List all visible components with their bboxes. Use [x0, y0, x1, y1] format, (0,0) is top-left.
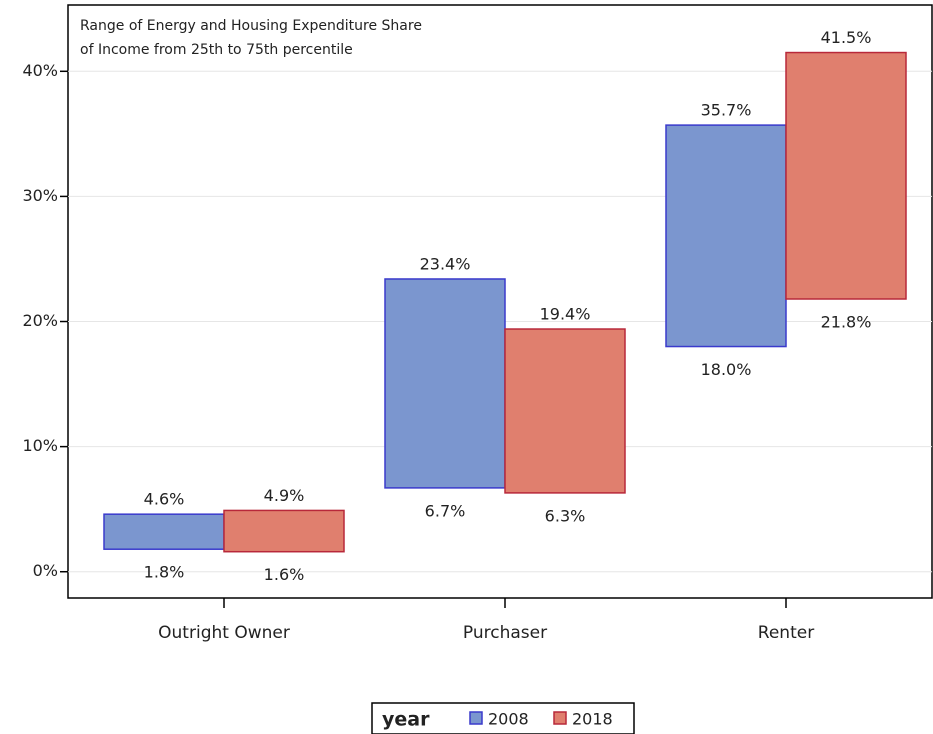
- legend-box: [371, 702, 635, 734]
- legend-title: year: [382, 709, 430, 731]
- x-tick-label: Outright Owner: [158, 623, 290, 643]
- data-label: 23.4%: [420, 254, 471, 273]
- data-label: 1.8%: [144, 563, 185, 582]
- data-label: 41.5%: [821, 28, 872, 47]
- annotation: of Income from 25th to 75th percentile: [80, 42, 353, 58]
- legend-label: 2008: [488, 710, 529, 729]
- data-label: 19.4%: [540, 305, 591, 324]
- x-tick-label: Purchaser: [463, 623, 547, 643]
- range-bar: [785, 51, 907, 300]
- y-tick-label: 20%: [22, 311, 58, 330]
- y-tick-label: 0%: [33, 561, 58, 580]
- range-bar: [384, 278, 506, 489]
- data-label: 35.7%: [701, 101, 752, 120]
- data-label: 4.6%: [144, 490, 185, 509]
- data-label: 21.8%: [821, 312, 872, 331]
- range-bar: [504, 328, 626, 494]
- y-tick-label: 10%: [22, 436, 58, 455]
- data-label: 6.3%: [545, 506, 586, 525]
- range-bar: [665, 124, 787, 348]
- legend-swatch: [469, 711, 483, 725]
- data-label: 18.0%: [701, 360, 752, 379]
- annotation: Range of Energy and Housing Expenditure …: [80, 18, 422, 34]
- y-tick-label: 40%: [22, 61, 58, 80]
- data-label: 6.7%: [425, 501, 466, 520]
- legend-label: 2018: [572, 710, 613, 729]
- legend-swatch: [553, 711, 567, 725]
- data-label: 1.6%: [264, 565, 305, 584]
- range-bar: [223, 509, 345, 553]
- y-tick-label: 30%: [22, 186, 58, 205]
- x-tick-label: Renter: [758, 623, 814, 643]
- plot-frame: [67, 4, 933, 599]
- range-bar: [103, 513, 225, 550]
- data-label: 4.9%: [264, 486, 305, 505]
